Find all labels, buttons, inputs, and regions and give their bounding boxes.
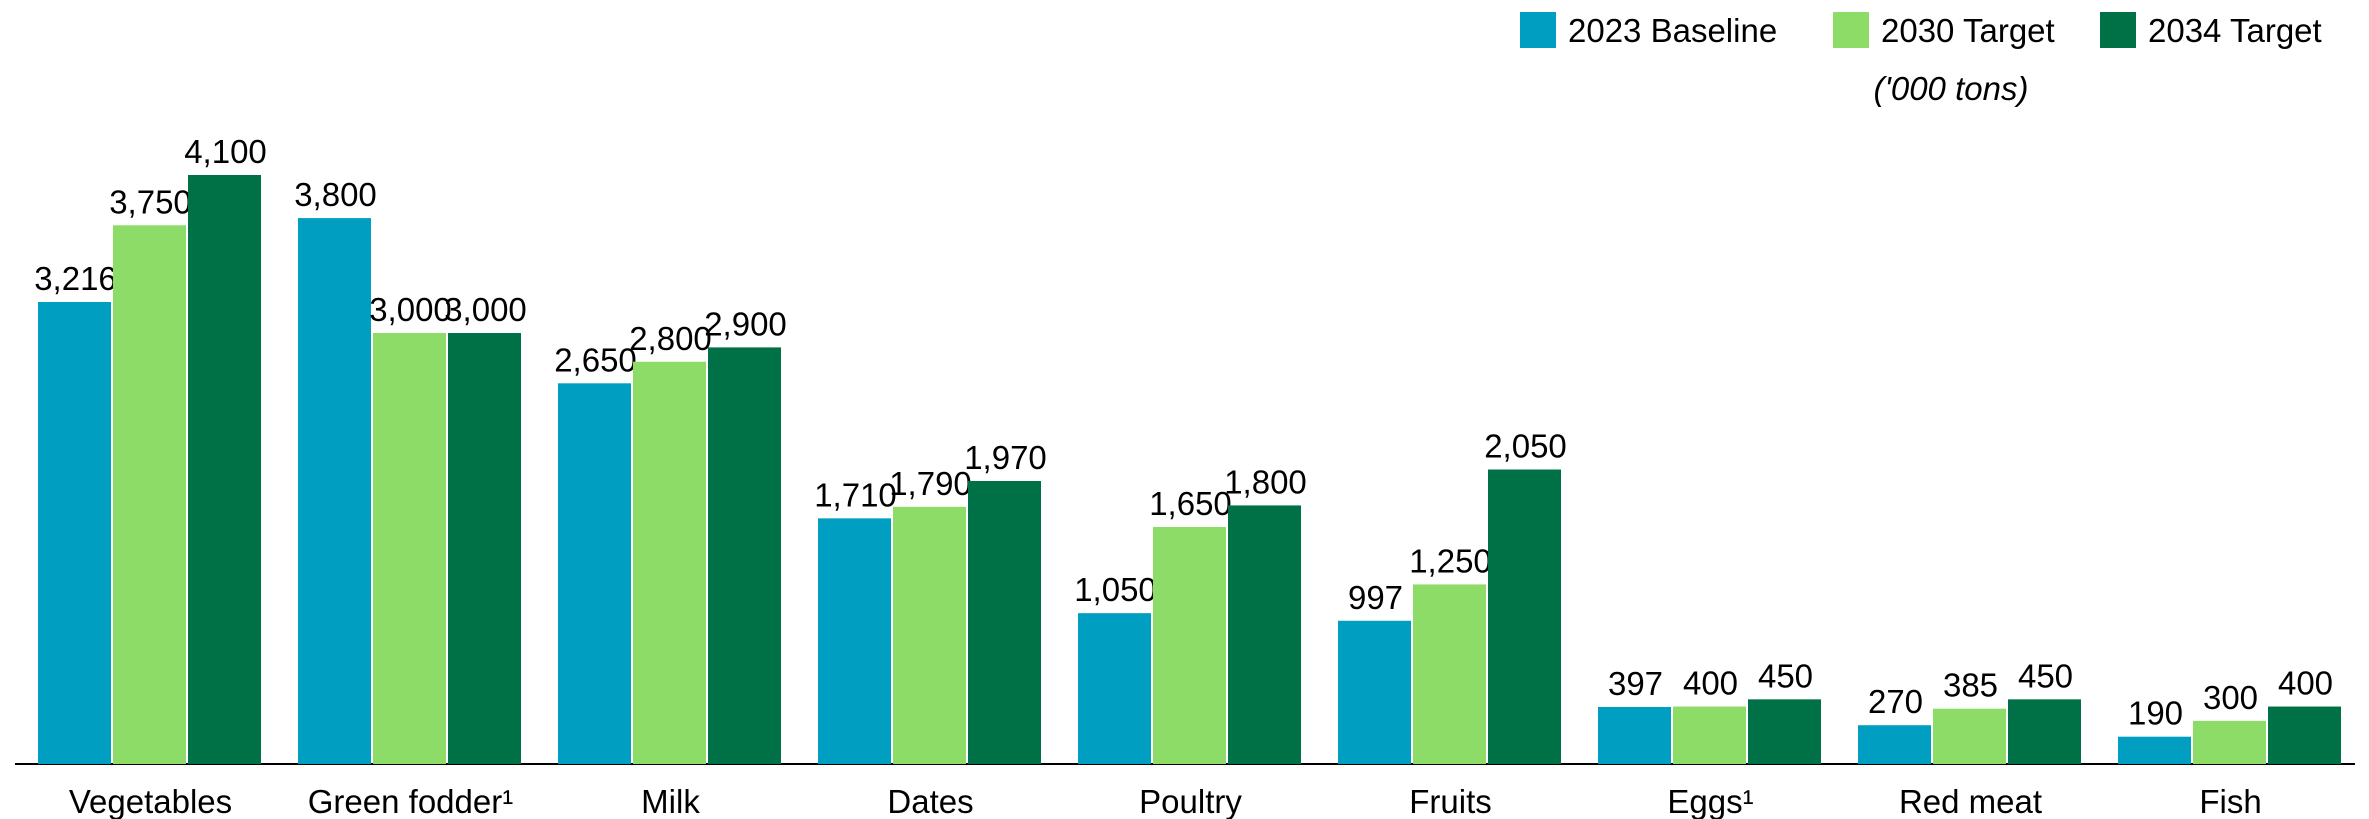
bar (113, 225, 186, 764)
legend-swatch (1833, 12, 1869, 48)
value-label: 1,970 (964, 439, 1047, 476)
bar (1858, 725, 1931, 764)
bar (2008, 699, 2081, 764)
value-label: 2,050 (1484, 428, 1567, 465)
x-tick-label: Poultry (1139, 783, 1242, 819)
value-label: 4,100 (184, 133, 267, 170)
bar (558, 383, 631, 764)
x-tick-label: Eggs¹ (1667, 783, 1753, 819)
bar (2268, 706, 2341, 764)
bar (298, 218, 371, 765)
value-label: 1,710 (814, 476, 897, 513)
legend-swatch (2100, 12, 2136, 48)
value-label: 385 (1943, 667, 1998, 704)
value-label: 3,800 (294, 176, 377, 213)
bar (1748, 699, 1821, 764)
legend-label: 2034 Target (2148, 12, 2322, 49)
bar (188, 175, 261, 764)
bar (1228, 505, 1301, 764)
value-label: 1,790 (889, 465, 972, 502)
bar (1153, 526, 1226, 764)
value-label: 997 (1348, 579, 1403, 616)
bar (893, 506, 966, 764)
x-tick-label: Fish (2199, 783, 2261, 819)
bar (1413, 584, 1486, 764)
legend-swatch (1520, 12, 1556, 48)
bar (2193, 720, 2266, 764)
x-tick-label: Green fodder¹ (308, 783, 513, 819)
value-label: 1,250 (1409, 542, 1492, 579)
x-tick-label: Red meat (1899, 783, 2042, 819)
value-label: 1,800 (1224, 463, 1307, 500)
value-label: 1,650 (1149, 485, 1232, 522)
value-label: 3,216 (34, 260, 117, 297)
value-label: 400 (2278, 665, 2333, 702)
value-label: 450 (2018, 657, 2073, 694)
bar (818, 518, 891, 764)
bar (38, 301, 111, 764)
bar (1338, 620, 1411, 764)
bar (1598, 706, 1671, 764)
bar (1488, 469, 1561, 764)
bar (1933, 708, 2006, 764)
bar (708, 347, 781, 764)
bar (1078, 613, 1151, 764)
bar (448, 333, 521, 764)
legend-label: 2030 Target (1881, 12, 2055, 49)
bar (2118, 736, 2191, 764)
bar (1673, 706, 1746, 764)
legend-label: 2023 Baseline (1568, 12, 1777, 49)
value-label: 3,750 (109, 183, 192, 220)
value-label: 397 (1608, 665, 1663, 702)
value-label: 300 (2203, 679, 2258, 716)
bar (633, 361, 706, 764)
value-label: 2,900 (704, 305, 787, 342)
value-label: 190 (2128, 695, 2183, 732)
bar (968, 480, 1041, 764)
value-label: 2,650 (554, 341, 637, 378)
value-label: 400 (1683, 665, 1738, 702)
unit-note: ('000 tons) (1874, 70, 2029, 107)
x-tick-label: Fruits (1409, 783, 1492, 819)
bar (373, 333, 446, 764)
x-tick-label: Milk (641, 783, 700, 819)
value-label: 3,000 (444, 291, 527, 328)
value-label: 450 (1758, 657, 1813, 694)
x-tick-label: Vegetables (69, 783, 232, 819)
value-label: 270 (1868, 683, 1923, 720)
value-label: 1,050 (1074, 571, 1157, 608)
value-label: 2,800 (629, 320, 712, 357)
value-label: 3,000 (369, 291, 452, 328)
x-tick-label: Dates (887, 783, 973, 819)
